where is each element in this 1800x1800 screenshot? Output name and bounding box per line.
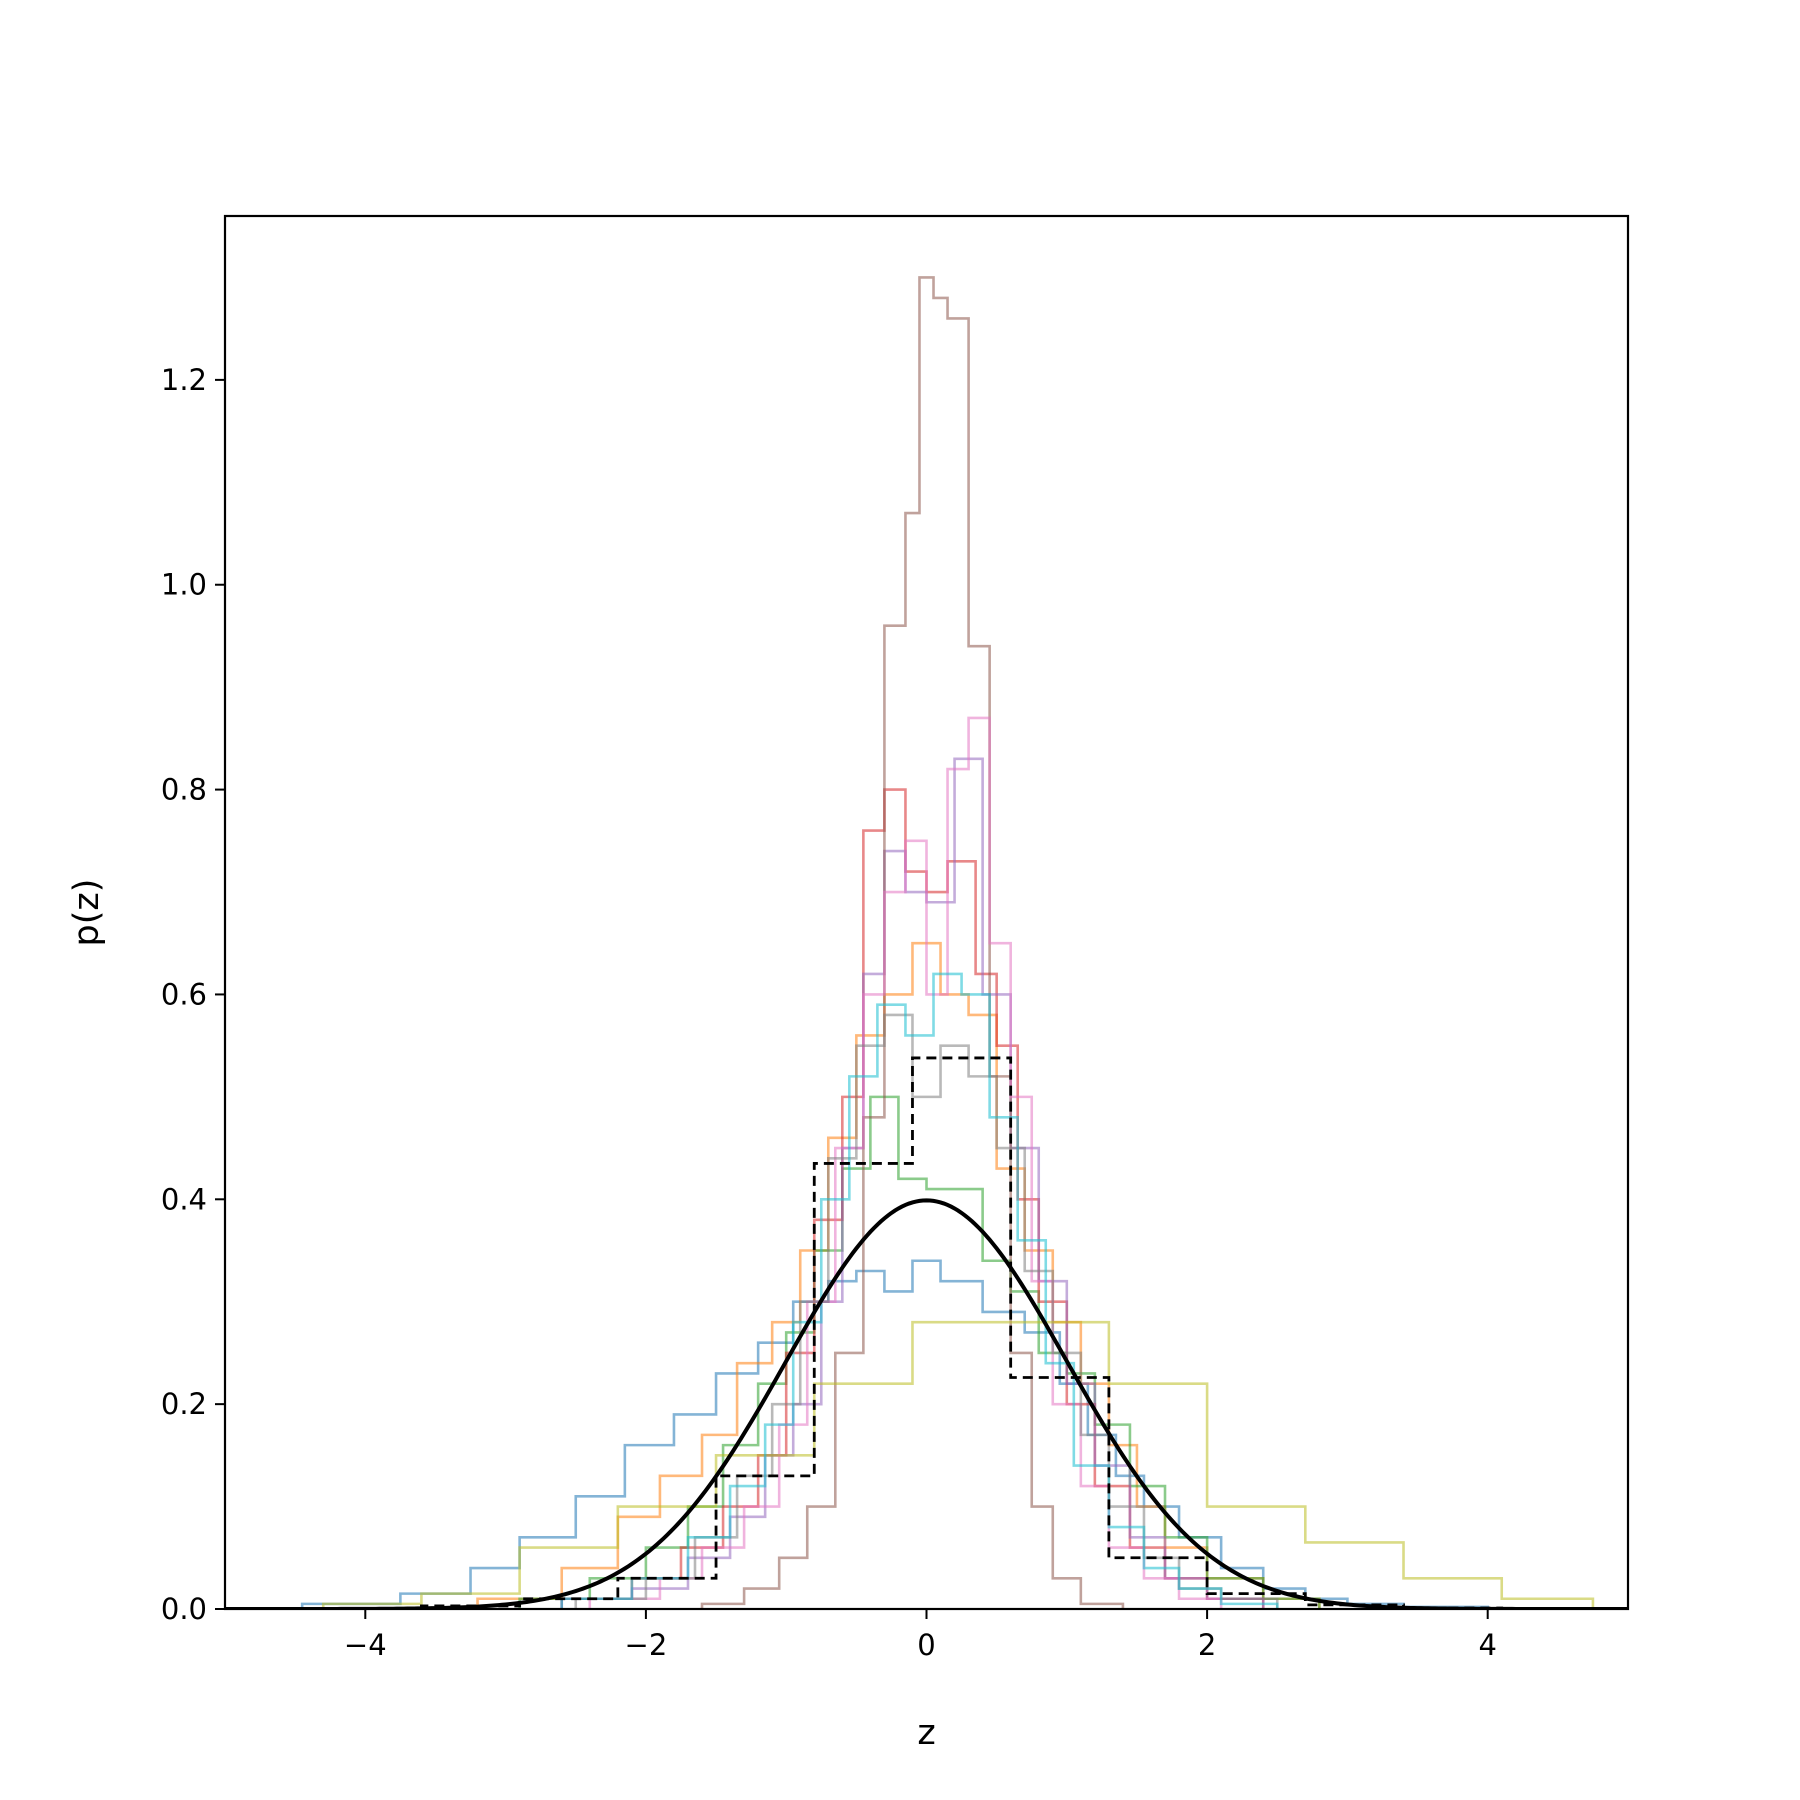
series-3-histogram [518,1095,1321,1609]
x-tick-label: 4 [1478,1628,1496,1662]
y-tick-label: 0.2 [161,1387,207,1421]
reference-histogram [420,1056,1504,1609]
series-layer [300,276,1595,1609]
y-tick-label: 0.4 [161,1182,207,1216]
x-tick-label: 2 [1198,1628,1216,1662]
normal-pdf-curve [225,1198,1628,1609]
series-7-histogram [588,716,1223,1609]
x-tick-label: −2 [625,1628,668,1662]
y-tick-label: 0.6 [161,977,207,1011]
x-tick-label: −4 [344,1628,387,1662]
series-5-histogram [560,757,1265,1609]
series-1-histogram [300,1259,1489,1609]
x-axis-label: z [917,1713,935,1753]
y-axis-label: p(z) [67,879,107,947]
y-tick-label: 1.0 [161,568,207,602]
x-axis-ticks: −4 −2 0 2 4 [344,1609,1497,1662]
y-tick-label: 1.2 [161,363,207,397]
reference-histogram-layer [420,1056,1504,1609]
y-axis-ticks: 0.0 0.2 0.4 0.6 0.8 1.0 1.2 [161,363,225,1626]
x-tick-label: 0 [917,1628,935,1662]
series-2-histogram [476,941,1321,1609]
series-6-histogram [700,276,1125,1609]
reference-curve-layer [225,1198,1628,1609]
series-10-histogram [560,972,1279,1609]
series-9-histogram [321,1320,1595,1609]
y-tick-label: 0.8 [161,773,207,807]
y-tick-label: 0.0 [161,1592,207,1626]
